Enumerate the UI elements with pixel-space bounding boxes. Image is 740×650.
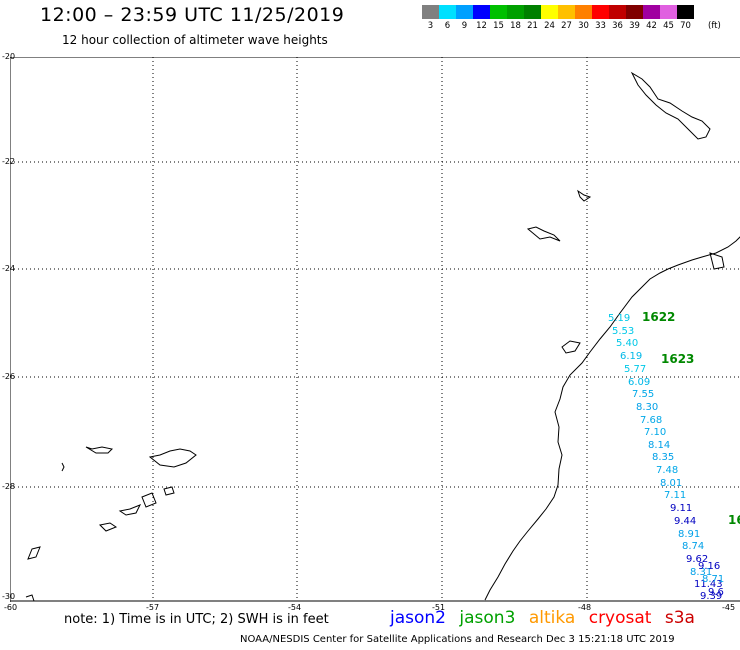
legend-labels: 3 6 9 12 15 18 21 24 27 30 33 36 39 42 4…	[422, 21, 694, 31]
wave-value: 5.77	[624, 364, 646, 375]
legend-label: 45	[663, 21, 674, 31]
legend-swatch	[473, 5, 490, 19]
legend-label: 6	[444, 21, 451, 31]
legend-label: 18	[510, 21, 521, 31]
legend-swatch	[575, 5, 592, 19]
legend-swatch	[677, 5, 694, 19]
wave-value: 5.53	[612, 326, 634, 337]
wave-value: 8.14	[648, 440, 670, 451]
legend-label: 21	[527, 21, 538, 31]
legend-swatch	[558, 5, 575, 19]
wave-value: 6.09	[628, 377, 650, 388]
wave-value: 9.44	[674, 516, 696, 527]
satellite-s3a: s3a	[664, 608, 695, 628]
map-subtitle: 12 hour collection of altimeter wave hei…	[62, 33, 328, 47]
lat-label: -22	[2, 157, 16, 166]
wave-value: 5.19	[608, 313, 630, 324]
wave-value: 8.01	[660, 478, 682, 489]
legend-swatch	[456, 5, 473, 19]
footnote: note: 1) Time is in UTC; 2) SWH is in fe…	[64, 612, 329, 627]
wave-value: 7.68	[640, 415, 662, 426]
satellite-altika: altika	[528, 608, 576, 628]
altimeter-map: 5.19 5.53 5.40 6.19 5.77 6.09 7.55 8.30 …	[10, 57, 740, 602]
wave-values: 5.19 5.53 5.40 6.19 5.77 6.09 7.55 8.30 …	[608, 313, 723, 602]
legend-label: 39	[629, 21, 640, 31]
legend-swatch	[592, 5, 609, 19]
wave-value: 9.16	[698, 561, 721, 572]
wave-value: 9.62	[686, 554, 708, 565]
wave-value: 8.74	[682, 541, 704, 552]
legend-unit: (ft)	[708, 21, 721, 31]
pass-label: 1622	[642, 310, 675, 324]
satellite-jason3: jason3	[459, 608, 516, 628]
legend-label: 3	[427, 21, 434, 31]
legend-label: 70	[680, 21, 691, 31]
legend-swatch	[609, 5, 626, 19]
lat-label: -30	[2, 592, 16, 601]
lon-label: -48	[578, 603, 592, 612]
wave-value: 9.6	[708, 587, 724, 598]
legend-swatch	[643, 5, 660, 19]
lat-label: -26	[2, 372, 16, 381]
wave-value: 8.71	[702, 574, 725, 585]
legend-label: 9	[461, 21, 468, 31]
lat-label: -24	[2, 264, 16, 273]
graticule	[10, 57, 740, 601]
lat-label: -20	[2, 52, 16, 61]
legend-label: 36	[612, 21, 623, 31]
wave-value: 7.11	[664, 490, 686, 501]
lon-label: -60	[4, 603, 18, 612]
legend-swatch	[524, 5, 541, 19]
wave-value: 5.40	[616, 338, 638, 349]
wave-value: 11.43	[694, 579, 723, 590]
map-title: 12:00 – 23:59 UTC 11/25/2019	[40, 4, 345, 26]
wave-value: 7.10	[644, 427, 666, 438]
wave-value: 8.35	[652, 452, 674, 463]
wave-value: 6.19	[620, 351, 642, 362]
satellite-legend: jason2 jason3 altika cryosat s3a	[390, 608, 703, 628]
wave-value: 9.11	[670, 503, 692, 514]
color-legend	[422, 5, 694, 19]
lon-label: -54	[288, 603, 302, 612]
legend-swatch	[660, 5, 677, 19]
legend-swatch	[507, 5, 524, 19]
wave-value: 9.39	[700, 591, 722, 602]
legend-label: 27	[561, 21, 572, 31]
legend-swatch	[541, 5, 558, 19]
legend-swatch	[422, 5, 439, 19]
wave-value: 7.48	[656, 465, 678, 476]
lon-label: -45	[722, 603, 736, 612]
legend-swatch	[439, 5, 456, 19]
pass-label: 16	[728, 513, 740, 527]
wave-value: 8.30	[636, 402, 658, 413]
credit-footer: NOAA/NESDIS Center for Satellite Applica…	[240, 634, 675, 645]
legend-swatch	[626, 5, 643, 19]
pass-label: 1623	[661, 352, 694, 366]
wave-value: 8.31	[690, 567, 712, 578]
coastline	[25, 71, 740, 602]
wave-value: 8.91	[678, 529, 700, 540]
legend-label: 15	[493, 21, 504, 31]
lon-label: -51	[432, 603, 446, 612]
legend-label: 30	[578, 21, 589, 31]
lon-label: -57	[146, 603, 160, 612]
satellite-cryosat: cryosat	[588, 608, 652, 628]
legend-label: 12	[476, 21, 487, 31]
legend-swatch	[490, 5, 507, 19]
legend-label: 24	[544, 21, 555, 31]
legend-label: 33	[595, 21, 606, 31]
lat-label: -28	[2, 482, 16, 491]
legend-label: 42	[646, 21, 657, 31]
wave-value: 7.55	[632, 389, 654, 400]
satellite-jason2: jason2	[390, 608, 446, 628]
